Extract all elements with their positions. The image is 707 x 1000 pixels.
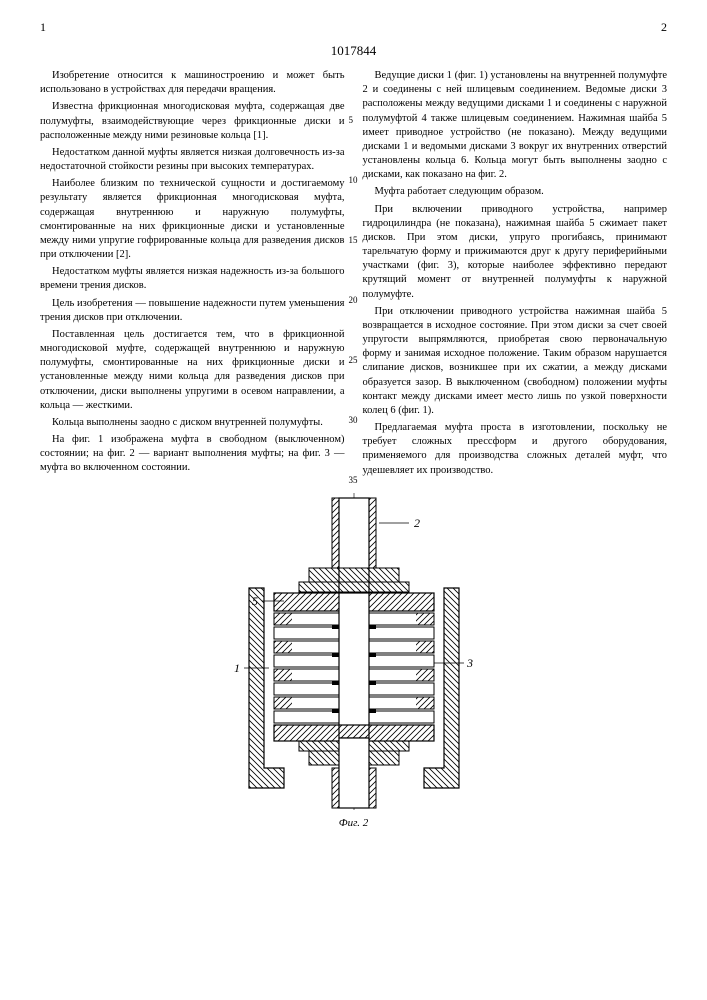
line-num: 15 [349,234,358,246]
figure-2: 2 5 1 3 Фиг. 2 [40,493,667,829]
figure-label-5: 5 [252,594,258,608]
paragraph: Недостатком данной муфты является низкая… [40,146,345,174]
paragraph: Кольца выполнены заодно с диском внутрен… [40,416,345,430]
figure-label-1: 1 [234,661,240,675]
figure-label-2: 2 [414,516,420,530]
figure-caption: Фиг. 2 [40,817,667,829]
paragraph: Известна фрикционная многодисковая муфта… [40,100,345,143]
paragraph: Предлагаемая муфта проста в изготовлении… [363,421,668,478]
col-num-right: 2 [661,20,667,35]
paragraph: Наиболее близким по технической сущности… [40,177,345,262]
line-num: 20 [349,294,358,306]
line-num: 30 [349,414,358,426]
paragraph: При включении приводного устройства, нап… [363,203,668,302]
coupling-diagram: 2 5 1 3 [214,493,494,813]
col-num-left: 1 [40,20,46,35]
right-column: 5 10 15 20 25 30 35 Ведущие диски 1 (фиг… [363,69,668,481]
figure-label-3: 3 [466,656,473,670]
paragraph: Недостатком муфты является низкая надежн… [40,265,345,293]
text-columns: Изобретение относится к машиностроению и… [40,69,667,481]
paragraph: Муфта работает следующим образом. [363,185,668,199]
paragraph: Ведущие диски 1 (фиг. 1) установлены на … [363,69,668,182]
paragraph: Поставленная цель достигается тем, что в… [40,328,345,413]
paragraph: Изобретение относится к машиностроению и… [40,69,345,97]
paragraph: При отключении приводного устройства наж… [363,305,668,418]
left-column: Изобретение относится к машиностроению и… [40,69,345,481]
line-num: 35 [349,474,358,486]
paragraph: На фиг. 1 изображена муфта в свободном (… [40,433,345,476]
paragraph: Цель изобретения — повышение надежности … [40,297,345,325]
line-num: 10 [349,174,358,186]
document-number: 1017844 [40,43,667,59]
line-num: 25 [349,354,358,366]
line-num: 5 [349,114,354,126]
